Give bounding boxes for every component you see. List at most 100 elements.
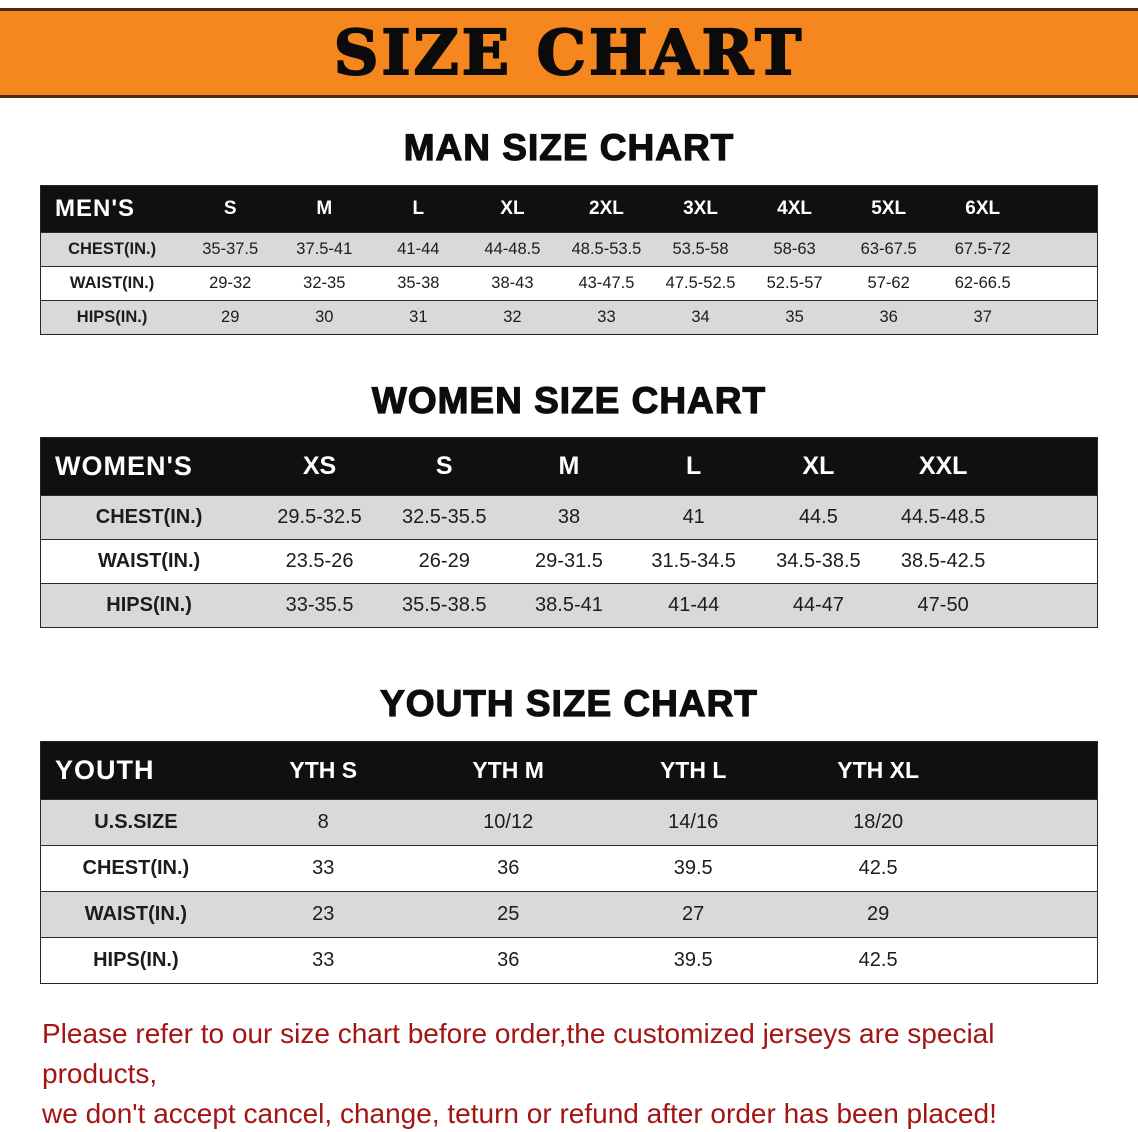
filler-cell xyxy=(1005,539,1098,584)
table-cell: 33-35.5 xyxy=(257,583,382,628)
column-header: M xyxy=(277,185,372,233)
column-header: 2XL xyxy=(559,185,654,233)
table-cell: 44.5-48.5 xyxy=(880,495,1006,540)
table-cell: 36 xyxy=(841,299,936,335)
table-cell: 35.5-38.5 xyxy=(381,583,507,628)
column-header: XS xyxy=(257,437,382,496)
table-cell: 23.5-26 xyxy=(257,539,382,584)
disclaimer-line-2: we don't accept cancel, change, teturn o… xyxy=(42,1097,997,1129)
filler-cell xyxy=(1005,437,1098,496)
table-row: HIPS(IN.) 29 30 31 32 33 34 35 36 37 xyxy=(40,299,1098,335)
table-cell: 30 xyxy=(277,299,372,335)
row-label: HIPS(IN.) xyxy=(40,937,231,984)
table-cell: 26-29 xyxy=(381,539,507,584)
table-cell: 43-47.5 xyxy=(559,265,654,301)
table-cell: 62-66.5 xyxy=(935,265,1030,301)
table-cell: 41-44 xyxy=(631,583,757,628)
table-cell: 38.5-41 xyxy=(506,583,632,628)
table-corner-label: WOMEN'S xyxy=(40,437,258,496)
table-cell: 39.5 xyxy=(600,937,786,984)
filler-cell xyxy=(1029,299,1098,335)
column-header: 5XL xyxy=(841,185,936,233)
table-cell: 57-62 xyxy=(841,265,936,301)
column-header: 4XL xyxy=(747,185,842,233)
table-cell: 29 xyxy=(785,891,971,938)
table-cell: 10/12 xyxy=(415,799,601,846)
table-cell: 37 xyxy=(935,299,1030,335)
table-row: CHEST(IN.) 33 36 39.5 42.5 xyxy=(40,845,1098,892)
table-cell: 47-50 xyxy=(880,583,1006,628)
row-label: U.S.SIZE xyxy=(40,799,231,846)
table-cell: 52.5-57 xyxy=(747,265,842,301)
table-cell: 29-32 xyxy=(183,265,278,301)
table-header-row: WOMEN'S XS S M L XL XXL xyxy=(40,437,1098,496)
table-header-row: YOUTH YTH S YTH M YTH L YTH XL xyxy=(40,741,1098,800)
table-cell: 31 xyxy=(371,299,466,335)
filler-cell xyxy=(970,741,1098,800)
table-cell: 35 xyxy=(747,299,842,335)
table-cell: 33 xyxy=(559,299,654,335)
women-section-heading: WOMEN SIZE CHART xyxy=(371,379,767,421)
filler-cell xyxy=(970,891,1098,938)
row-label: WAIST(IN.) xyxy=(40,539,258,584)
men-size-table: MEN'S S M L XL 2XL 3XL 4XL 5XL 6XL CHEST(IN.) 35-37… xyxy=(40,184,1098,335)
column-header: YTH S xyxy=(230,741,416,800)
table-cell: 35-37.5 xyxy=(183,231,278,267)
column-header: M xyxy=(506,437,632,496)
table-cell: 29-31.5 xyxy=(506,539,632,584)
table-cell: 38.5-42.5 xyxy=(880,539,1006,584)
table-cell: 47.5-52.5 xyxy=(653,265,748,301)
column-header: S xyxy=(183,185,278,233)
filler-cell xyxy=(970,937,1098,984)
table-row: HIPS(IN.) 33-35.5 35.5-38.5 38.5-41 41-44 44-… xyxy=(40,583,1098,628)
column-header: XXL xyxy=(880,437,1006,496)
table-cell: 53.5-58 xyxy=(653,231,748,267)
table-row: WAIST(IN.) 29-32 32-35 35-38 38-43 43-47.5 47.… xyxy=(40,265,1098,301)
row-label: HIPS(IN.) xyxy=(40,299,184,335)
row-label: WAIST(IN.) xyxy=(40,891,231,938)
table-cell: 34 xyxy=(653,299,748,335)
table-cell: 38-43 xyxy=(465,265,560,301)
women-size-section: WOMEN SIZE CHART WOMEN'S XS S M L XL XXL CHEST(… xyxy=(0,379,1138,629)
column-header: S xyxy=(381,437,507,496)
table-cell: 32 xyxy=(465,299,560,335)
table-cell: 34.5-38.5 xyxy=(756,539,881,584)
column-header: YTH L xyxy=(600,741,786,800)
table-cell: 67.5-72 xyxy=(935,231,1030,267)
column-header: 6XL xyxy=(935,185,1030,233)
column-header: XL xyxy=(465,185,560,233)
table-cell: 31.5-34.5 xyxy=(631,539,757,584)
table-cell: 58-63 xyxy=(747,231,842,267)
filler-cell xyxy=(1029,265,1098,301)
table-cell: 44-48.5 xyxy=(465,231,560,267)
table-row: WAIST(IN.) 23.5-26 26-29 29-31.5 31.5-34.5 34… xyxy=(40,539,1098,584)
column-header: L xyxy=(631,437,757,496)
table-cell: 36 xyxy=(415,845,601,892)
table-cell: 39.5 xyxy=(600,845,786,892)
youth-size-table: YOUTH YTH S YTH M YTH L YTH XL U.S.SIZE 8 10/12… xyxy=(40,741,1098,985)
filler-cell xyxy=(1005,495,1098,540)
table-cell: 42.5 xyxy=(785,937,971,984)
table-cell: 41 xyxy=(631,495,757,540)
table-row: CHEST(IN.) 29.5-32.5 32.5-35.5 38 41 44.5 44.5… xyxy=(40,495,1098,540)
table-row: WAIST(IN.) 23 25 27 29 xyxy=(40,891,1098,938)
men-size-section: MAN SIZE CHART MEN'S S M L XL 2XL 3XL 4XL 5XL 6XL… xyxy=(0,127,1138,335)
table-cell: 36 xyxy=(415,937,601,984)
page-title: SIZE CHART xyxy=(333,16,805,89)
table-cell: 29.5-32.5 xyxy=(257,495,382,540)
column-header: L xyxy=(371,185,466,233)
table-cell: 29 xyxy=(183,299,278,335)
youth-section-heading: YOUTH SIZE CHART xyxy=(380,683,758,725)
table-row: CHEST(IN.) 35-37.5 37.5-41 41-44 44-48.5 48.5… xyxy=(40,231,1098,267)
table-row: U.S.SIZE 8 10/12 14/16 18/20 xyxy=(40,799,1098,846)
table-cell: 32.5-35.5 xyxy=(381,495,507,540)
row-label: CHEST(IN.) xyxy=(40,845,231,892)
table-cell: 63-67.5 xyxy=(841,231,936,267)
table-cell: 35-38 xyxy=(371,265,466,301)
row-label: CHEST(IN.) xyxy=(40,495,258,540)
column-header: 3XL xyxy=(653,185,748,233)
row-label: CHEST(IN.) xyxy=(40,231,184,267)
table-cell: 25 xyxy=(415,891,601,938)
table-cell: 23 xyxy=(230,891,416,938)
